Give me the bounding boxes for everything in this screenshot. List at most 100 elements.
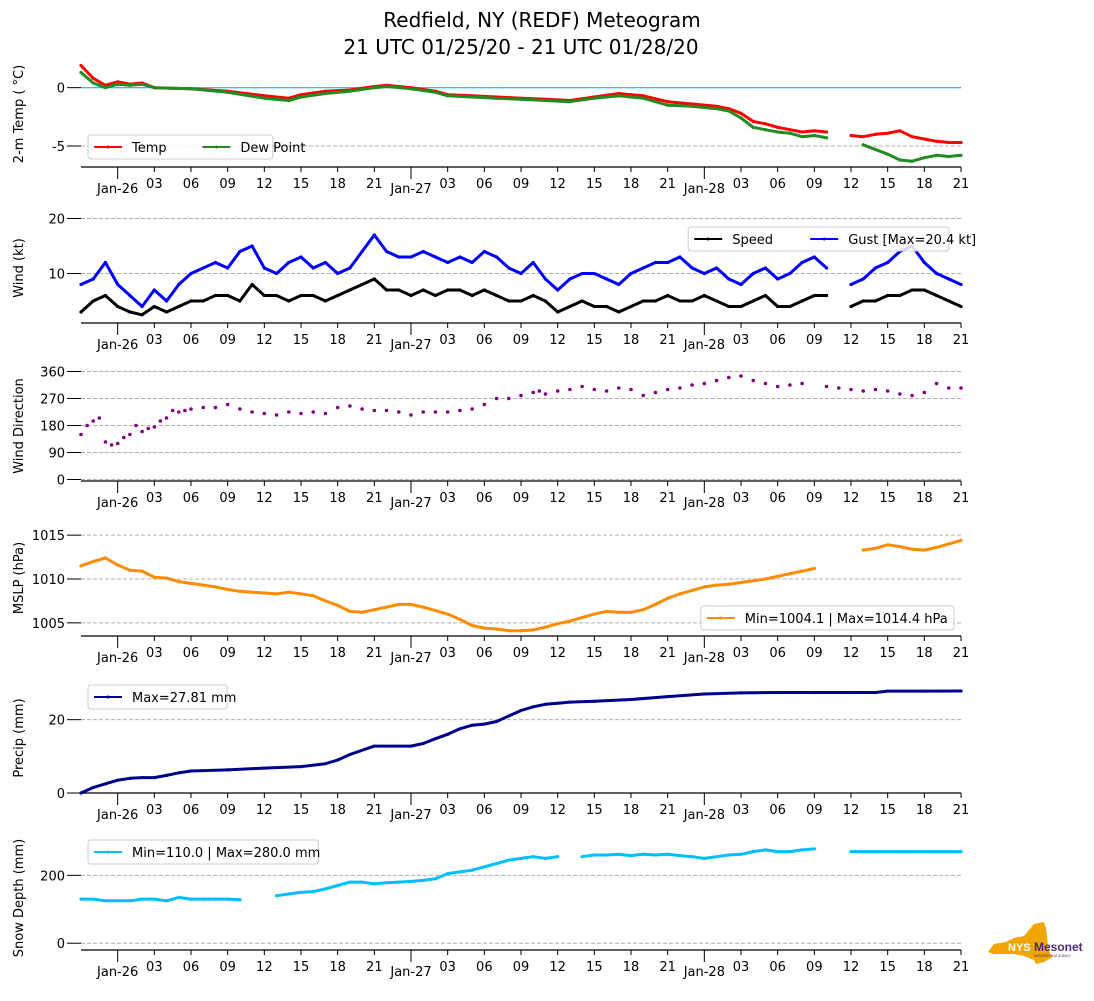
data-point bbox=[873, 546, 878, 550]
data-point bbox=[849, 282, 853, 287]
data-point bbox=[116, 778, 120, 782]
data-point bbox=[739, 116, 743, 120]
data-point bbox=[886, 131, 890, 135]
x-tick-label: 06 bbox=[769, 491, 786, 506]
y-tick-label: 0 bbox=[57, 474, 65, 489]
x-tick-label: 18 bbox=[916, 803, 933, 818]
series-line bbox=[861, 143, 963, 163]
data-point bbox=[506, 396, 511, 401]
data-point bbox=[641, 608, 645, 612]
panel-temp: 0 -5 2-m Temp ( °C) 03 06 09 12 15 18 21 03 06 09 12 1… bbox=[12, 63, 969, 197]
data-point bbox=[128, 432, 132, 437]
data-point bbox=[140, 569, 144, 573]
x-tick-label: 06 bbox=[476, 491, 493, 506]
data-point bbox=[128, 899, 132, 903]
series-line bbox=[79, 64, 829, 134]
data-point bbox=[372, 608, 376, 612]
legend-box bbox=[87, 134, 274, 160]
data-point bbox=[116, 80, 120, 84]
data-point bbox=[629, 271, 633, 276]
x-tick-label: 09 bbox=[513, 646, 530, 661]
y-tick-label: -5 bbox=[52, 140, 65, 155]
data-point bbox=[776, 574, 780, 578]
series-line bbox=[79, 277, 829, 317]
data-point bbox=[849, 133, 853, 138]
data-point bbox=[959, 538, 963, 543]
data-point bbox=[886, 849, 890, 854]
data-point bbox=[91, 81, 95, 85]
data-point bbox=[885, 389, 890, 393]
data-point bbox=[470, 293, 474, 298]
data-point bbox=[800, 299, 804, 303]
data-point bbox=[164, 773, 169, 778]
data-point bbox=[763, 122, 768, 126]
legend: Temp Dew Point bbox=[87, 134, 305, 160]
data-point bbox=[458, 870, 462, 874]
x-tick-label: 12 bbox=[549, 333, 566, 348]
x-tick-label: 21 bbox=[366, 491, 383, 506]
data-point bbox=[152, 897, 156, 901]
data-point bbox=[409, 413, 413, 417]
series-line bbox=[580, 847, 816, 860]
data-point bbox=[116, 282, 120, 287]
x-tick-label: 15 bbox=[293, 646, 310, 661]
legend-marker bbox=[106, 145, 110, 149]
x-tick-label: 18 bbox=[916, 646, 933, 661]
data-point bbox=[152, 776, 156, 780]
data-point bbox=[507, 299, 511, 303]
data-point bbox=[397, 255, 401, 259]
x-tick-label: 15 bbox=[879, 803, 896, 818]
data-point bbox=[763, 293, 768, 298]
x-day-label: Jan-27 bbox=[389, 965, 431, 980]
data-point bbox=[238, 299, 242, 303]
data-point bbox=[824, 293, 829, 298]
data-point bbox=[213, 260, 218, 265]
x-tick-label: 06 bbox=[769, 646, 786, 661]
data-point bbox=[543, 702, 548, 706]
y-tick-label: 0 bbox=[57, 82, 65, 97]
x-tick-label: 15 bbox=[586, 960, 603, 975]
data-point bbox=[91, 897, 95, 901]
data-point bbox=[690, 299, 694, 303]
data-point bbox=[788, 383, 792, 387]
data-point bbox=[91, 277, 95, 281]
data-point bbox=[959, 849, 963, 854]
x-tick-label: 21 bbox=[659, 177, 676, 192]
data-point bbox=[164, 416, 169, 420]
data-point bbox=[372, 233, 376, 237]
data-point bbox=[189, 407, 193, 411]
legend-box bbox=[87, 839, 319, 865]
nys-mesonet-logo: NYS Mesonet UNIVERSITY AT ALBANY bbox=[988, 922, 1083, 964]
data-point bbox=[886, 260, 890, 265]
x-tick-label: 15 bbox=[586, 803, 603, 818]
data-point bbox=[299, 95, 303, 99]
y-tick-label: 20 bbox=[48, 714, 65, 729]
data-point bbox=[384, 605, 389, 609]
data-point bbox=[519, 271, 523, 276]
data-point bbox=[226, 90, 230, 94]
legend: Speed Gust [Max=20.4 kt] bbox=[687, 226, 976, 252]
x-tick-label: 18 bbox=[623, 177, 640, 192]
data-point bbox=[103, 782, 108, 786]
data-point bbox=[653, 602, 658, 607]
x-tick-label: 03 bbox=[439, 491, 456, 506]
data-point bbox=[751, 125, 755, 129]
data-point bbox=[592, 699, 596, 703]
x-tick-label: 12 bbox=[549, 803, 566, 818]
data-point bbox=[213, 405, 218, 410]
data-point bbox=[335, 405, 340, 410]
data-point bbox=[702, 692, 706, 696]
data-point bbox=[446, 94, 450, 98]
logo-nys-text: NYS bbox=[1008, 942, 1031, 954]
data-point bbox=[653, 260, 658, 265]
data-point bbox=[543, 299, 548, 303]
data-point bbox=[384, 408, 389, 413]
panel-snow_depth: 200 0 Snow Depth (mm) 03 06 09 12 15 18 21 03 06 09 1… bbox=[12, 839, 969, 980]
data-point bbox=[336, 603, 340, 607]
data-point bbox=[788, 271, 792, 276]
data-point bbox=[213, 585, 218, 589]
data-point bbox=[800, 381, 804, 386]
data-point bbox=[739, 580, 743, 585]
data-point bbox=[91, 419, 96, 423]
data-point bbox=[898, 129, 902, 133]
